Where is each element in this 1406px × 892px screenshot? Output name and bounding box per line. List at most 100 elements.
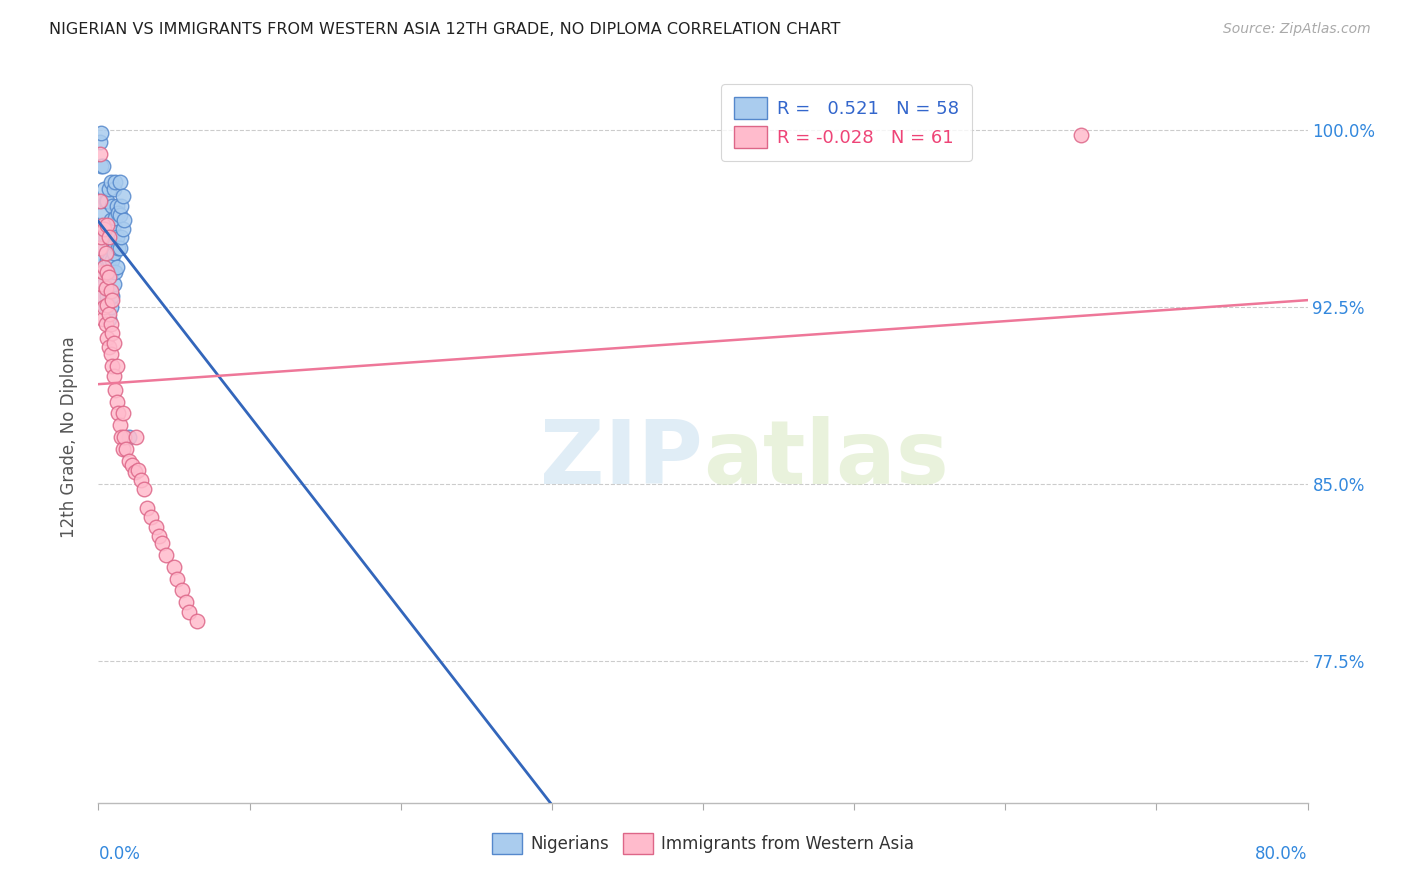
Point (179, 605, 201, 619)
Point (121, 458, 143, 473)
Point (145, 520, 167, 534)
Point (101, 253, 124, 268)
Point (103, 246, 125, 260)
Point (104, 211, 127, 225)
Point (103, 335, 125, 350)
Point (163, 559, 186, 574)
Point (98, 253, 121, 268)
Point (107, 407, 129, 421)
Point (100, 265, 122, 279)
Point (93, 260, 115, 275)
Point (101, 359, 124, 374)
Point (105, 394, 128, 409)
Point (94, 317, 117, 331)
Point (96, 222, 118, 236)
Point (91, 312, 114, 326)
Point (98, 269, 121, 284)
Point (107, 206, 129, 220)
Text: NIGERIAN VS IMMIGRANTS FROM WESTERN ASIA 12TH GRADE, NO DIPLOMA CORRELATION CHAR: NIGERIAN VS IMMIGRANTS FROM WESTERN ASIA… (49, 22, 841, 37)
Point (100, 213, 122, 227)
Point (108, 208, 131, 222)
Point (127, 463, 149, 477)
Point (101, 326, 124, 341)
Point (93, 222, 115, 236)
Point (174, 595, 197, 609)
Point (103, 218, 125, 232)
Point (89, 288, 111, 302)
Point (170, 583, 193, 598)
Point (91, 241, 114, 255)
Point (111, 189, 134, 203)
Point (104, 383, 127, 397)
Point (91, 218, 114, 232)
Point (98, 229, 121, 244)
Point (90, 253, 112, 268)
Point (100, 317, 122, 331)
Point (100, 236, 122, 251)
Point (93, 182, 115, 196)
Point (108, 241, 131, 255)
Point (155, 548, 177, 562)
Point (103, 182, 125, 196)
Point (105, 359, 128, 374)
Point (101, 288, 124, 302)
Text: ZIP: ZIP (540, 416, 703, 502)
Point (90, 229, 112, 244)
Point (150, 536, 173, 550)
Point (101, 293, 124, 308)
Point (96, 194, 118, 208)
Point (105, 229, 128, 244)
Point (98, 340, 121, 354)
Point (107, 241, 129, 255)
Point (111, 222, 134, 236)
Point (129, 473, 152, 487)
Point (93, 229, 115, 244)
Point (98, 182, 121, 196)
Point (112, 213, 135, 227)
Point (90, 194, 112, 208)
Point (118, 453, 141, 467)
Point (186, 614, 208, 628)
Legend: Nigerians, Immigrants from Western Asia: Nigerians, Immigrants from Western Asia (485, 827, 921, 860)
Point (104, 175, 127, 189)
Point (108, 418, 131, 433)
Point (94, 281, 117, 295)
Point (100, 347, 122, 361)
Point (103, 277, 125, 291)
Point (111, 407, 134, 421)
Point (93, 301, 115, 315)
Point (89, 135, 111, 149)
Point (98, 307, 121, 321)
Point (89, 241, 111, 255)
Point (118, 430, 141, 444)
Point (166, 572, 188, 586)
Point (125, 430, 148, 444)
Point (100, 175, 122, 189)
Point (148, 529, 170, 543)
Point (89, 218, 111, 232)
Point (111, 442, 134, 456)
Text: 80.0%: 80.0% (1256, 846, 1308, 863)
Point (94, 301, 117, 315)
Point (89, 194, 111, 208)
Point (98, 312, 121, 326)
Point (93, 277, 115, 291)
Text: atlas: atlas (703, 416, 949, 502)
Point (90, 159, 112, 173)
Point (96, 218, 118, 232)
Point (105, 260, 128, 275)
Point (101, 225, 124, 239)
Point (1070, 128, 1092, 142)
Point (101, 199, 124, 213)
Point (98, 284, 121, 298)
Point (103, 368, 125, 383)
Point (91, 288, 114, 302)
Point (90, 126, 112, 140)
Y-axis label: 12th Grade, No Diploma: 12th Grade, No Diploma (59, 336, 77, 538)
Point (110, 199, 132, 213)
Point (110, 229, 132, 244)
Point (89, 147, 111, 161)
Point (94, 246, 117, 260)
Point (105, 199, 128, 213)
Point (132, 482, 155, 496)
